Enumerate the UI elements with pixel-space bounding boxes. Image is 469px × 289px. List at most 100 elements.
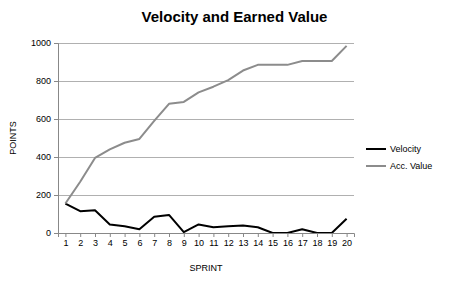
x-tick-mark (243, 233, 244, 237)
x-tick: 19 (327, 233, 337, 248)
lines (65, 46, 346, 233)
x-tick: 6 (137, 233, 142, 248)
x-tick: 1 (63, 233, 68, 248)
x-tick-label: 20 (342, 238, 352, 248)
x-tick-label: 2 (78, 238, 83, 248)
x-tick-label: 8 (167, 238, 172, 248)
x-tick-mark (154, 233, 155, 237)
x-tick-label: 3 (93, 238, 98, 248)
x-tick-label: 16 (283, 238, 293, 248)
series-line (65, 46, 346, 204)
title: Velocity and Earned Value (142, 8, 328, 25)
x-tick-label: 13 (238, 238, 248, 248)
x-tick-label: 6 (137, 238, 142, 248)
x-tick-mark (139, 233, 140, 237)
grid-line (58, 195, 354, 196)
grid-line (58, 81, 354, 82)
plot: 0200400600800100012345678910111213141516… (31, 38, 355, 248)
chart: 0200400600800100012345678910111213141516… (0, 0, 469, 289)
x-tick-label: 12 (224, 238, 234, 248)
y-axis: 0 200 400 600 800 1000 (31, 38, 59, 238)
x-tick-mark (199, 233, 200, 237)
x-tick-label: 19 (327, 238, 337, 248)
y-tick-mark (54, 233, 58, 234)
y-tick-mark (54, 119, 58, 120)
y-tick: 1000 (31, 38, 58, 48)
y-tick-mark (54, 195, 58, 196)
x-tick: 15 (268, 233, 278, 248)
x-tick-mark (169, 233, 170, 237)
x-tick: 18 (312, 233, 322, 248)
x-tick: 3 (93, 233, 98, 248)
x-tick-mark (65, 233, 66, 237)
x-tick-label: 1 (63, 238, 68, 248)
y-tick-mark (54, 157, 58, 158)
y-tick-label: 400 (36, 152, 51, 162)
x-tick: 13 (238, 233, 248, 248)
x-tick-label: 18 (312, 238, 322, 248)
x-tick: 4 (108, 233, 113, 248)
y-tick-label: 1000 (31, 38, 51, 48)
y-tick: 600 (36, 114, 58, 124)
x-tick-mark (258, 233, 259, 237)
x-tick: 17 (298, 233, 308, 248)
x-tick: 7 (152, 233, 157, 248)
legend-swatch (366, 148, 386, 150)
x-tick: 10 (194, 233, 204, 248)
y-tick-mark (54, 81, 58, 82)
y-tick-label: 200 (36, 190, 51, 200)
grid-line (58, 119, 354, 120)
y-axis-line (54, 44, 59, 234)
x-tick-label: 11 (209, 238, 218, 248)
legend-label: Velocity (390, 144, 422, 154)
legend-label: Acc. Value (390, 161, 432, 171)
x-tick-mark (110, 233, 111, 237)
y-tick: 400 (36, 152, 58, 162)
x-tick: 11 (209, 233, 218, 248)
x-tick-label: 4 (108, 238, 113, 248)
y-tick-mark (54, 43, 58, 44)
x-tick-label: 7 (152, 238, 157, 248)
x-tick: 20 (342, 233, 352, 248)
series-line (65, 204, 346, 233)
x-tick-mark (317, 233, 318, 237)
grid-line (58, 43, 354, 44)
y-tick-label: 800 (36, 76, 51, 86)
y-axis-title: POINTS (8, 121, 18, 155)
x-tick: 5 (123, 233, 128, 248)
x-axis-line (59, 234, 355, 238)
x-tick-label: 15 (268, 238, 278, 248)
x-tick-label: 17 (298, 238, 308, 248)
x-tick: 8 (167, 233, 172, 248)
x-tick-label: 10 (194, 238, 204, 248)
x-tick-mark (332, 233, 333, 237)
x-tick-label: 9 (182, 238, 187, 248)
y-tick-label: 0 (46, 228, 51, 238)
x-tick-mark (273, 233, 274, 237)
x-tick: 16 (283, 233, 293, 248)
x-axis-title: SPRINT (189, 263, 223, 273)
x-tick-mark (302, 233, 303, 237)
x-tick-mark (347, 233, 348, 237)
legend: Velocity Acc. Value (366, 144, 432, 171)
x-tick-mark (213, 233, 214, 237)
y-tick: 200 (36, 190, 58, 200)
x-tick-label: 5 (123, 238, 128, 248)
grid-line (58, 157, 354, 158)
x-axis: 1234567891011121314151617181920 (59, 233, 355, 248)
x-tick: 2 (78, 233, 83, 248)
grid (58, 43, 354, 233)
x-tick: 12 (224, 233, 234, 248)
x-tick: 14 (253, 233, 263, 248)
x-tick-mark (80, 233, 81, 237)
y-tick: 800 (36, 76, 58, 86)
x-tick-mark (228, 233, 229, 237)
x-tick-label: 14 (253, 238, 263, 248)
legend-swatch (366, 165, 386, 167)
y-tick-label: 600 (36, 114, 51, 124)
x-tick-mark (287, 233, 288, 237)
x-tick-mark (95, 233, 96, 237)
x-tick-mark (125, 233, 126, 237)
x-tick-mark (184, 233, 185, 237)
x-tick: 9 (182, 233, 187, 248)
